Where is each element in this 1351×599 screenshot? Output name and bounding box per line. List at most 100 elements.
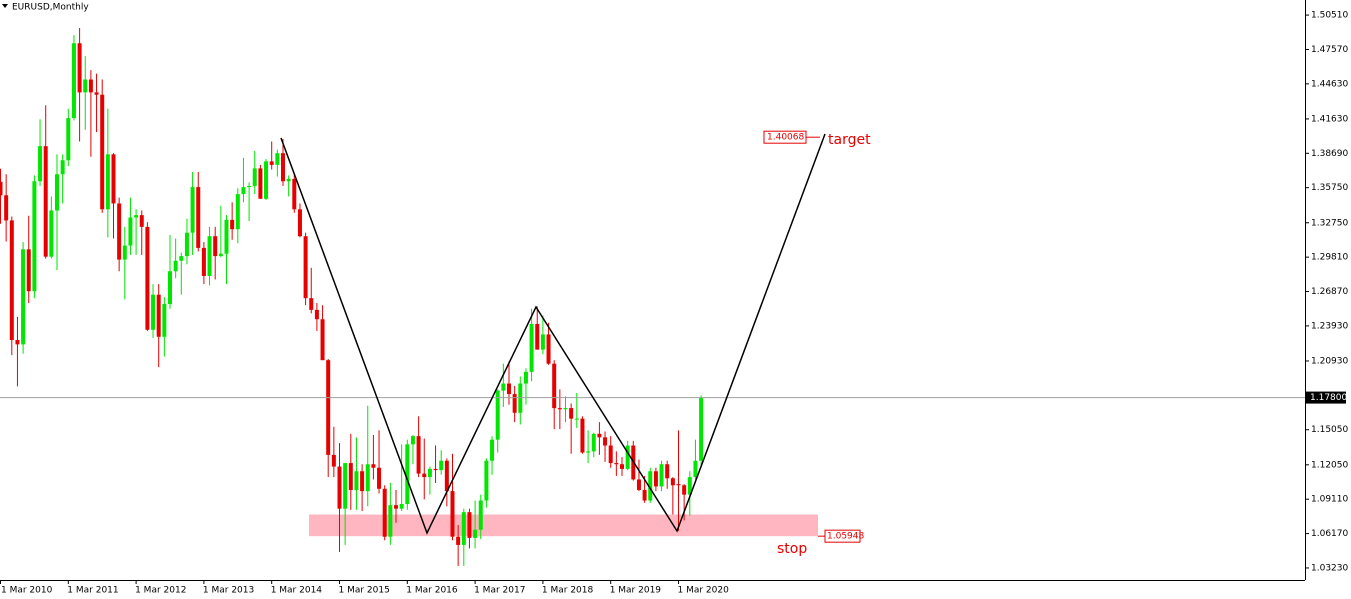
candle-body [518,383,523,413]
candle-body [60,160,65,175]
candle-body [540,334,545,350]
candle-body [235,194,240,230]
y-tick-label: 1.38690 [1311,149,1348,159]
candle-body [360,471,365,492]
candle-body [218,253,223,257]
candle-body [297,209,302,237]
chart-title: EURUSD,Monthly [12,3,89,13]
x-tick-label: 1 Mar 2010 [1,586,53,596]
candle-body [512,394,517,413]
x-tick-label: 1 Mar 2011 [67,586,118,596]
candle-body [620,464,624,469]
candle-body [77,43,82,93]
y-tick-label: 1.50510 [1311,11,1348,21]
candle-body [648,471,653,501]
candle-body [354,471,359,490]
candle-body [523,371,528,384]
candle-body [168,271,172,305]
candle-body [659,464,664,487]
candle-body [55,174,59,211]
candle-body [162,304,167,337]
y-tick-label: 1.09110 [1311,495,1348,505]
candle-body [529,323,534,372]
candle-body [699,397,704,461]
y-tick-label: 1.32750 [1311,218,1348,228]
candle-body [331,454,336,467]
candle-body [224,219,229,254]
x-tick-label: 1 Mar 2017 [474,586,525,596]
candle-body [682,485,687,495]
candle-body [343,463,348,509]
stop-price-label: 1.05948 [827,532,864,542]
candle-body [687,477,692,495]
candle-body [473,529,478,538]
y-tick-label: 1.44630 [1311,79,1348,89]
candle-body [292,178,297,210]
candle-body [433,468,438,471]
candle-body [49,210,54,257]
candle-body [586,451,591,453]
candle-body [574,418,579,420]
candle-body [563,408,568,410]
candle-body [608,445,613,464]
candle-body [320,319,325,361]
candle-body [580,418,585,453]
candle-body [569,408,574,419]
candle-body [179,256,184,261]
y-tick-label: 1.03230 [1311,563,1348,573]
candle-body [461,512,466,545]
candle-body [134,215,139,218]
x-tick-label: 1 Mar 2016 [406,586,458,596]
candle-body [21,249,26,345]
candle-body [9,220,14,341]
target-label: target [828,132,871,148]
candle-body [456,536,461,545]
candle-body [439,460,444,471]
y-tick-label: 1.26870 [1311,287,1348,297]
candle-body [365,464,370,492]
stop-zone [309,514,818,537]
candle-body [111,154,116,204]
candle-body [377,467,382,489]
candle-body [653,471,658,487]
candle-body [173,260,178,272]
menu-arrow[interactable] [2,4,8,8]
x-tick-label: 1 Mar 2013 [203,586,254,596]
candle-body [636,479,641,490]
y-tick-label: 1.23930 [1311,321,1348,331]
x-tick-label: 1 Mar 2019 [610,586,662,596]
candle-body [665,464,670,479]
candle-body [478,500,483,530]
x-tick-label: 1 Mar 2018 [542,586,594,596]
candle-body [4,195,9,221]
candle-body [94,92,99,95]
y-tick-label: 1.41630 [1311,114,1348,124]
candle-body [275,153,280,165]
candle-body [241,187,246,195]
candle-body [269,161,274,165]
target-price-label: 1.40068 [767,133,804,143]
y-tick-label: 1.15050 [1311,425,1348,435]
x-tick-label: 1 Mar 2020 [678,586,730,596]
candle-body [371,464,376,468]
y-tick-label: 1.20930 [1311,356,1348,366]
candle-body [405,444,410,504]
candle-body [207,236,212,276]
marks [0,28,818,566]
candle-body [326,360,331,455]
candle-body [230,219,235,230]
candle-body [337,466,342,509]
candle-body [0,181,3,196]
candle-body [145,226,150,330]
candle-body [264,161,269,199]
candle-body [501,383,506,391]
target-price-box [763,130,807,144]
candle-body [314,309,319,320]
candle-body [495,390,500,440]
candle-body [196,187,201,248]
candle-body [444,460,449,492]
candle-body [38,146,43,182]
candle-body [557,408,562,410]
candle-body [535,323,540,350]
candle-body [122,245,127,260]
